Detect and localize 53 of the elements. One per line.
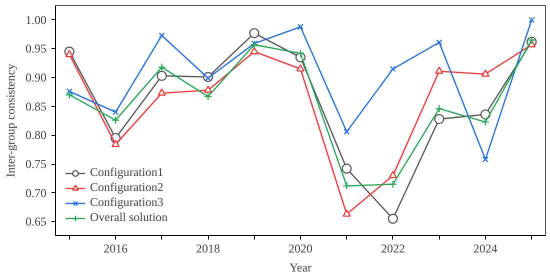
point <box>342 182 351 190</box>
x-tick-label: 2020 <box>288 242 312 256</box>
legend-label: Configuration3 <box>90 195 164 210</box>
point <box>388 180 398 188</box>
y-tick-label: 0.85 <box>26 99 46 114</box>
point <box>528 36 536 44</box>
y-tick-label: 0.80 <box>26 128 46 142</box>
point <box>112 109 119 116</box>
point <box>388 170 398 178</box>
point <box>158 88 166 96</box>
x-tick-label: 2022 <box>380 242 405 256</box>
point <box>436 39 442 46</box>
point <box>481 118 490 126</box>
y-tick-label: 0.65 <box>26 214 46 229</box>
point <box>296 64 305 72</box>
legend-label: Overall solution <box>90 210 168 225</box>
point <box>65 90 74 99</box>
point <box>296 49 305 58</box>
x-tick-label: 2016 <box>104 242 128 256</box>
x-tick-label: 2018 <box>196 242 220 256</box>
point <box>249 28 260 38</box>
point <box>481 69 490 77</box>
legend-label: Configuration2 <box>90 180 164 195</box>
y-tick-label: 1.00 <box>26 12 46 27</box>
y-axis-title: Inter-group consistency <box>4 64 18 178</box>
point <box>158 63 166 72</box>
y-tick-label: 0.95 <box>26 42 46 56</box>
point <box>342 210 351 217</box>
point <box>435 66 444 74</box>
point <box>482 156 488 162</box>
point <box>390 66 396 72</box>
point <box>156 70 167 81</box>
point <box>344 128 350 135</box>
point <box>66 88 72 94</box>
point <box>434 114 444 124</box>
point <box>204 92 212 101</box>
point <box>111 116 120 124</box>
point <box>65 50 74 58</box>
point <box>435 104 444 113</box>
x-axis-title: Year <box>289 260 312 274</box>
legend-label: Configuration1 <box>90 165 164 180</box>
point <box>388 214 398 224</box>
y-tick-label: 0.90 <box>26 70 46 85</box>
point <box>204 86 212 93</box>
point <box>111 140 120 148</box>
point <box>158 32 165 39</box>
point <box>297 24 304 30</box>
point <box>250 46 258 54</box>
x-tick-label: 2024 <box>473 242 498 256</box>
point <box>528 16 535 23</box>
point <box>342 164 352 174</box>
y-tick-label: 0.70 <box>26 186 46 200</box>
y-tick-label: 0.75 <box>26 157 46 172</box>
